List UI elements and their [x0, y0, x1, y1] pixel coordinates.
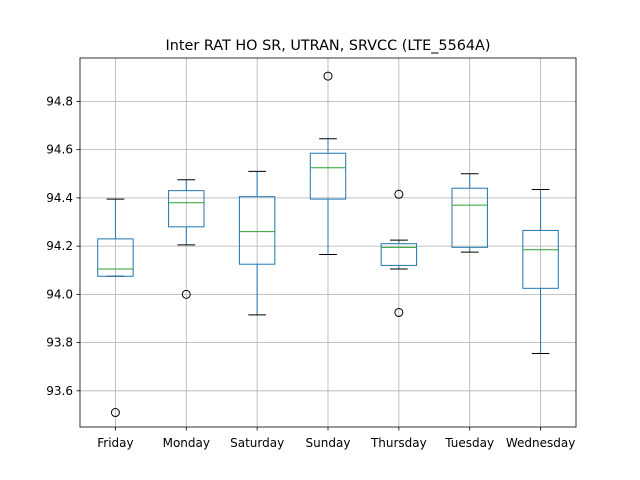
y-tick-label: 93.6: [46, 384, 73, 398]
x-tick-label: Monday: [163, 436, 210, 450]
iqr-box: [522, 229, 559, 289]
x-tick-label: Friday: [97, 436, 133, 450]
x-tick-label: Wednesday: [506, 436, 575, 450]
boxes: [97, 71, 559, 418]
y-tick-label: 94.6: [46, 143, 73, 157]
y-tick-label: 94.8: [46, 94, 73, 108]
box-sunday: [309, 71, 347, 256]
iqr-box: [380, 243, 418, 266]
box-wednesday: [522, 188, 559, 354]
y-tick-label: 93.8: [46, 336, 73, 350]
y-tick-label: 94.4: [46, 191, 73, 205]
x-tick-label: Saturday: [230, 436, 284, 450]
box-tuesday: [451, 173, 488, 253]
box-saturday: [238, 170, 276, 316]
axes: 93.6 93.8 94.0 94.2 94.4 94.6 94.8 Friday Monday…: [46, 57, 577, 450]
iqr-box: [97, 238, 134, 277]
box-friday: [97, 198, 134, 418]
box-monday: [168, 179, 205, 299]
outlier-point: [181, 289, 191, 299]
outlier-point: [394, 307, 404, 317]
chart-title: Inter RAT HO SR, UTRAN, SRVCC (LTE_5564A…: [165, 38, 490, 54]
outlier-point: [394, 189, 404, 199]
x-tick-label: Tuesday: [444, 436, 494, 450]
iqr-box: [168, 190, 205, 228]
iqr-box: [238, 196, 276, 265]
outlier-point: [110, 408, 120, 418]
iqr-box: [309, 152, 347, 200]
outlier-point: [323, 71, 333, 81]
iqr-box: [451, 187, 488, 248]
box-thursday: [380, 189, 418, 317]
x-tick-label: Thursday: [370, 436, 427, 450]
y-tick-label: 94.2: [46, 239, 73, 253]
y-tick-label: 94.0: [46, 287, 73, 301]
x-tick-label: Sunday: [306, 436, 351, 450]
